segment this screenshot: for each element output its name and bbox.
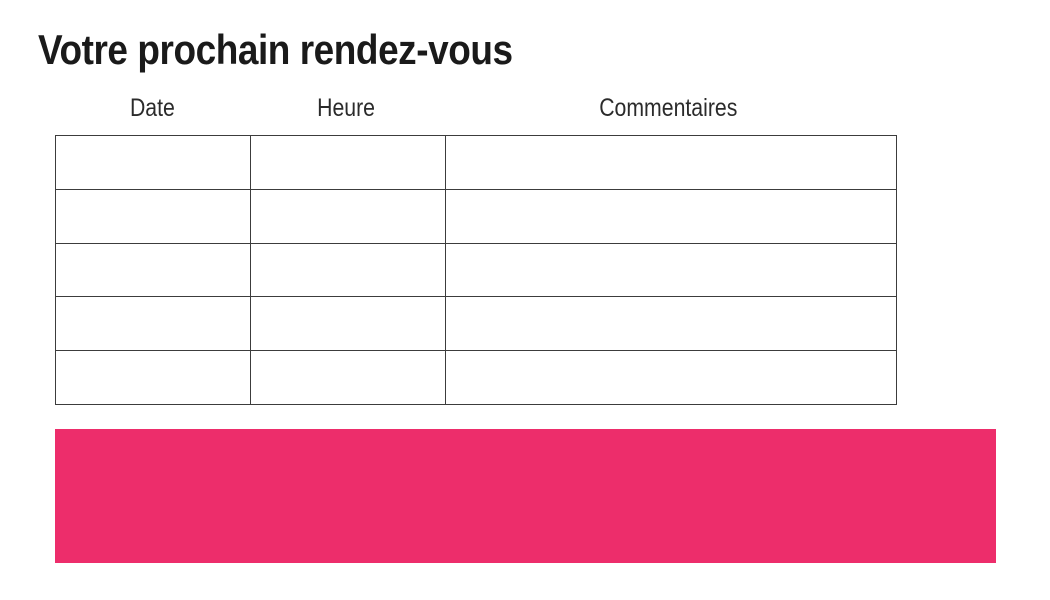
table-cell — [55, 242, 251, 298]
table-cell — [250, 135, 446, 190]
table-row — [55, 242, 897, 298]
table-row — [55, 135, 897, 190]
table-row — [55, 188, 897, 244]
table-cell — [445, 296, 897, 352]
table-cell — [55, 188, 251, 244]
column-header-date: Date — [129, 94, 175, 122]
table-cell — [55, 350, 251, 405]
table-row — [55, 296, 897, 352]
table-row — [55, 350, 897, 405]
table-cell — [250, 296, 446, 352]
table-cell — [55, 296, 251, 352]
highlight-band — [55, 429, 996, 563]
table-column-headers: Date Heure Commentaires — [55, 94, 893, 123]
table-cell — [250, 188, 446, 244]
table-cell — [445, 188, 897, 244]
column-header-heure: Heure — [317, 94, 375, 122]
table-cell — [250, 350, 446, 405]
table-cell — [445, 135, 897, 190]
table-cell — [55, 135, 251, 190]
table-cell — [250, 242, 446, 298]
table-cell — [445, 242, 897, 298]
appointments-table — [55, 135, 897, 405]
column-header-commentaires: Commentaires — [598, 94, 738, 122]
page-title: Votre prochain rendez-vous — [38, 26, 513, 73]
appointments-table-body — [55, 135, 897, 405]
table-cell — [445, 350, 897, 405]
